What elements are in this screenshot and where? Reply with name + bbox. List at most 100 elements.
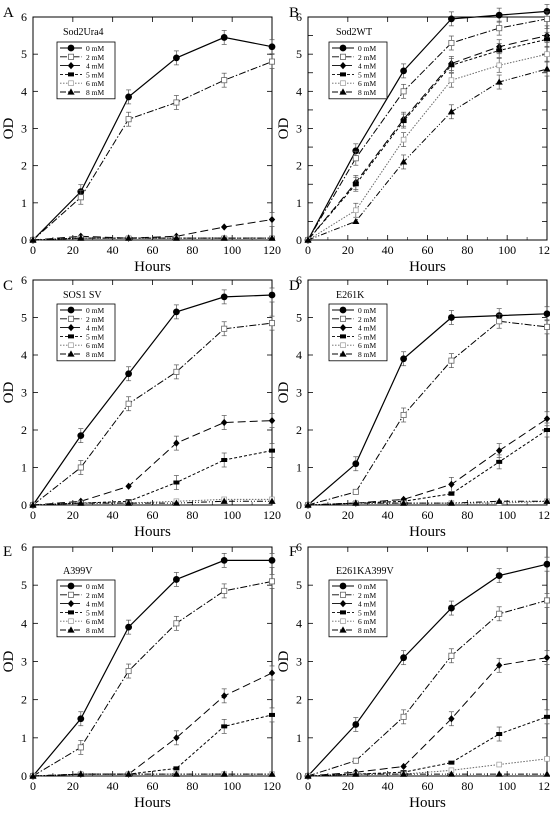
data-point	[353, 207, 359, 214]
legend-label: 5 mM	[358, 70, 376, 79]
x-tick-label: 20	[67, 243, 79, 257]
data-point	[447, 108, 455, 115]
legend-label: 5 mM	[358, 608, 376, 617]
legend-label: 8 mM	[358, 626, 376, 635]
data-point	[173, 99, 180, 106]
data-point	[29, 236, 37, 243]
chart-panel-c: C 0 20 40 60 80 100 120 0 1 2 3 4 5 6 Hours OD SOS1 SV 0 m…	[1, 273, 281, 540]
data-point	[352, 155, 359, 162]
legend-label: 5 mM	[86, 332, 104, 341]
data-point	[268, 578, 275, 585]
legend-marker	[339, 324, 347, 332]
x-tick-label: 0	[30, 508, 36, 522]
data-point	[495, 497, 503, 504]
data-point	[447, 770, 455, 777]
legend: 0 mM2 mM4 mM5 mM6 mM8 mM	[328, 579, 388, 638]
x-axis-label: Hours	[409, 259, 446, 275]
chart-title: E261K	[336, 290, 365, 301]
x-tick-label: 120	[263, 243, 281, 257]
data-point	[448, 491, 455, 496]
legend-label: 4 mM	[358, 62, 376, 71]
x-tick-label: 100	[223, 779, 241, 793]
legend-marker	[339, 626, 347, 633]
data-point	[125, 623, 132, 631]
data-point	[77, 715, 85, 723]
chart-title: Sod2WT	[336, 27, 372, 38]
y-tick-label: 3	[296, 655, 302, 669]
legend-label: 2 mM	[358, 591, 376, 600]
data-point	[496, 761, 502, 768]
legend-label: 6 mM	[86, 617, 104, 626]
y-axis-label: OD	[1, 651, 17, 673]
y-tick-label: 2	[21, 423, 27, 437]
data-point	[220, 770, 228, 777]
data-point	[352, 770, 360, 777]
x-tick-label: 100	[498, 779, 516, 793]
legend-box	[328, 303, 388, 362]
legend-marker	[67, 600, 75, 608]
data-point	[400, 762, 407, 771]
data-point	[448, 480, 455, 488]
legend-marker	[67, 626, 75, 633]
data-point	[268, 497, 276, 504]
x-tick-label: 60	[422, 779, 434, 793]
data-point	[544, 428, 550, 432]
data-point	[304, 501, 312, 508]
data-point	[448, 63, 455, 68]
series-line-4	[307, 53, 548, 241]
x-tick-label: 0	[30, 779, 36, 793]
data-point	[220, 497, 228, 504]
series-line-0	[32, 36, 273, 241]
x-tick-label: 60	[147, 243, 159, 257]
y-tick-label: 4	[296, 348, 302, 362]
data-point	[125, 93, 132, 101]
y-tick-label: 4	[21, 348, 27, 362]
data-point	[173, 54, 180, 62]
y-tick-label: 3	[21, 655, 27, 669]
data-point	[352, 147, 360, 155]
legend-label: 8 mM	[86, 88, 104, 97]
legend-marker	[340, 72, 346, 77]
series-line-0	[307, 313, 548, 506]
y-tick-label: 1	[21, 196, 27, 210]
data-point	[172, 234, 180, 241]
x-axis-label: Hours	[134, 259, 171, 275]
legend-label: 8 mM	[358, 88, 376, 97]
legend-label: 0 mM	[358, 306, 376, 315]
x-tick-label: 20	[342, 508, 354, 522]
legend-label: 4 mM	[358, 600, 376, 609]
data-point	[29, 501, 37, 508]
data-point	[269, 448, 275, 453]
legend: 0 mM2 mM4 mM5 mM6 mM8 mM	[328, 303, 388, 362]
data-point	[400, 136, 407, 143]
data-point	[447, 499, 455, 506]
legend-marker	[67, 306, 75, 314]
series-line-5	[307, 773, 547, 777]
series-line-5	[307, 500, 547, 506]
data-point	[400, 654, 407, 662]
series-line-1	[32, 322, 273, 506]
chart-panel-a: A 0 20 40 60 80 100 120 0 1 2 3 4 5 6 Hours OD Sod2Ura4 0 …	[1, 5, 281, 275]
series-line-1	[307, 18, 548, 241]
legend-marker	[340, 342, 346, 348]
panel-letter: A	[3, 5, 14, 21]
data-point	[400, 713, 407, 720]
data-point	[448, 715, 455, 723]
data-point	[221, 692, 228, 700]
data-point	[448, 357, 455, 364]
y-tick-label: 6	[296, 10, 302, 24]
legend-marker	[67, 44, 75, 52]
data-point	[400, 355, 407, 363]
legend-label: 5 mM	[86, 70, 104, 79]
data-point	[220, 556, 228, 564]
x-tick-label: 40	[382, 779, 394, 793]
data-point	[448, 77, 455, 83]
data-point	[221, 418, 228, 427]
data-point	[77, 464, 84, 471]
series-line-5	[32, 500, 272, 506]
chart-panel-d: D 0 20 40 60 80 100 120 0 1 2 3 4 5 6 Hours OD E261K 0 mM2…	[276, 273, 550, 540]
legend-label: 0 mM	[86, 44, 104, 53]
data-point	[496, 25, 503, 32]
data-point	[543, 415, 550, 423]
